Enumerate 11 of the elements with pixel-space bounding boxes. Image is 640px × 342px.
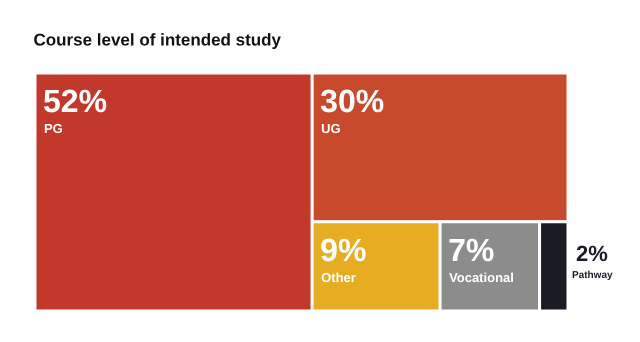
- data-label: 2%: [576, 240, 608, 266]
- data-label: 9%: [320, 232, 366, 268]
- data-label: 52%: [43, 83, 108, 119]
- category-label: PG: [44, 121, 63, 136]
- category-label: Pathway: [572, 270, 614, 281]
- data-label: 7%: [448, 232, 494, 268]
- category-label: UG: [321, 121, 341, 136]
- category-label: Vocational: [449, 270, 514, 285]
- data-label: 30%: [320, 83, 384, 119]
- text: Course level of intended study: [34, 30, 282, 50]
- category-label: Other: [321, 270, 356, 285]
